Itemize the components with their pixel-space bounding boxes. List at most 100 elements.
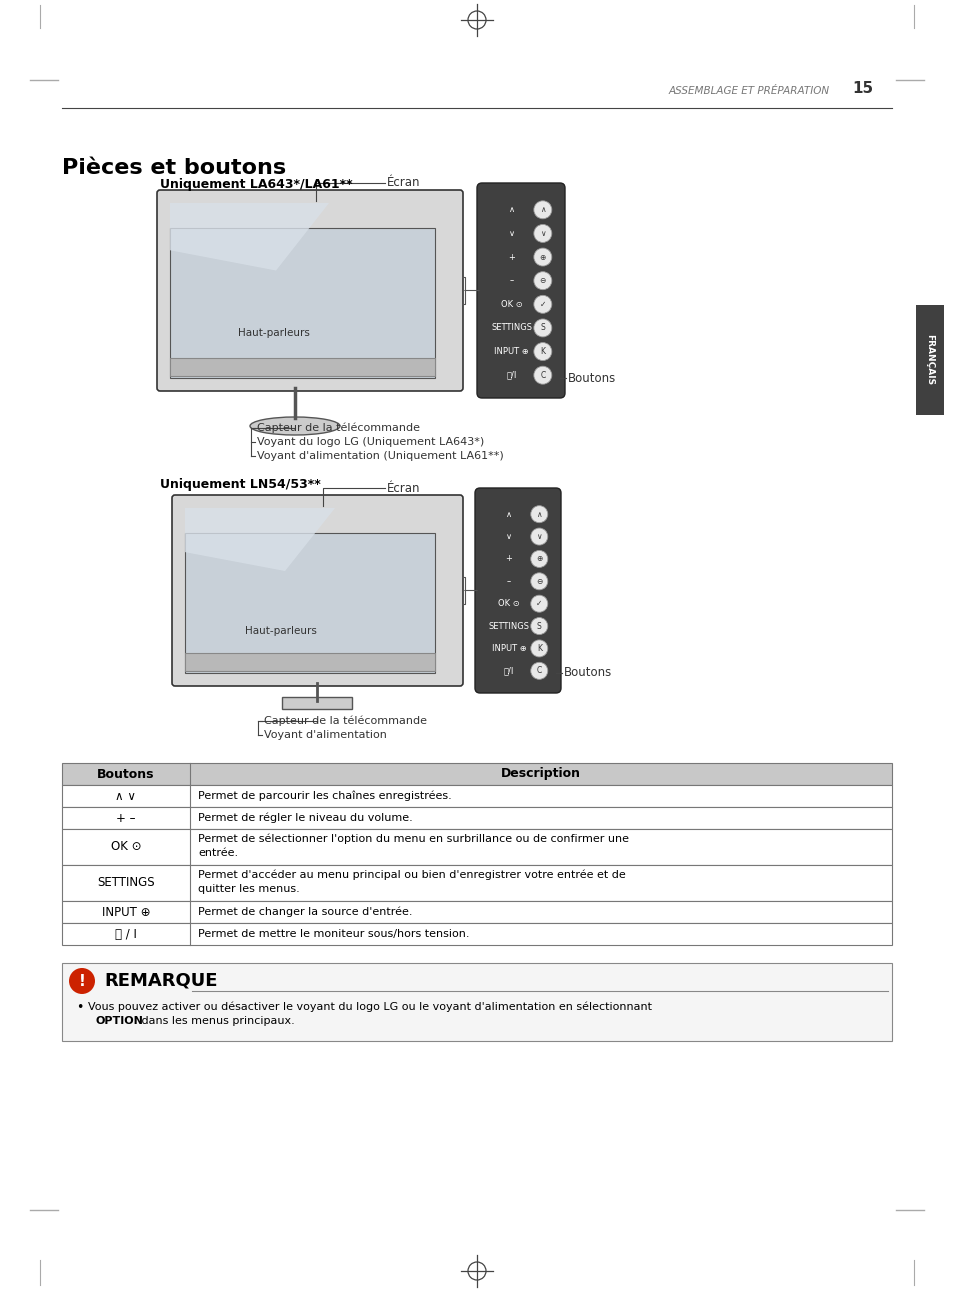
Circle shape <box>530 617 547 635</box>
Text: INPUT ⊕: INPUT ⊕ <box>491 644 526 653</box>
Text: +: + <box>508 253 515 262</box>
Text: Permet d'accéder au menu principal ou bien d'enregistrer votre entrée et de: Permet d'accéder au menu principal ou bi… <box>198 870 625 880</box>
Circle shape <box>530 595 547 612</box>
Bar <box>62 763 891 785</box>
Text: Permet de sélectionner l'option du menu en surbrillance ou de confirmer une: Permet de sélectionner l'option du menu … <box>198 834 628 844</box>
Text: Capteur de la télécommande: Capteur de la télécommande <box>256 422 419 434</box>
Text: ∨: ∨ <box>536 532 541 541</box>
Circle shape <box>534 248 551 266</box>
Text: Permet de régler le niveau du volume.: Permet de régler le niveau du volume. <box>198 813 413 824</box>
Text: ⏻/I: ⏻/I <box>506 371 517 380</box>
Bar <box>170 229 435 378</box>
Text: Boutons: Boutons <box>567 372 616 385</box>
Circle shape <box>534 342 551 360</box>
Text: INPUT ⊕: INPUT ⊕ <box>102 905 150 918</box>
Text: Écran: Écran <box>387 482 420 494</box>
Text: +: + <box>505 554 512 563</box>
FancyBboxPatch shape <box>157 190 462 391</box>
Text: K: K <box>539 347 545 356</box>
Text: ✓: ✓ <box>536 599 542 608</box>
Text: Boutons: Boutons <box>563 666 612 679</box>
Text: Vous pouvez activer ou désactiver le voyant du logo LG ou le voyant d'alimentati: Vous pouvez activer ou désactiver le voy… <box>88 1002 651 1012</box>
Circle shape <box>534 319 551 337</box>
Text: Uniquement LA643*/LA61**: Uniquement LA643*/LA61** <box>160 178 353 191</box>
Text: ∧: ∧ <box>508 205 515 214</box>
Text: OK ⊙: OK ⊙ <box>497 599 519 608</box>
Bar <box>62 923 891 945</box>
Polygon shape <box>185 507 335 571</box>
Text: K: K <box>537 644 541 653</box>
Text: –: – <box>509 276 514 285</box>
Circle shape <box>534 201 551 218</box>
Text: OPTION: OPTION <box>96 1016 144 1026</box>
Text: + –: + – <box>116 812 135 825</box>
Text: ∨: ∨ <box>539 229 545 238</box>
Text: Uniquement LN54/53**: Uniquement LN54/53** <box>160 478 320 491</box>
Text: SETTINGS: SETTINGS <box>488 621 529 630</box>
Bar <box>62 807 891 829</box>
Text: !: ! <box>78 973 86 989</box>
Text: FRANÇAIS: FRANÇAIS <box>924 334 934 386</box>
Text: entrée.: entrée. <box>198 848 238 859</box>
Text: S: S <box>540 324 545 333</box>
Text: Description: Description <box>500 768 580 781</box>
Bar <box>185 653 435 671</box>
Bar <box>282 697 352 709</box>
Circle shape <box>530 528 547 545</box>
Bar <box>62 829 891 865</box>
Text: S: S <box>537 621 541 630</box>
Circle shape <box>534 271 551 289</box>
Text: SETTINGS: SETTINGS <box>97 877 154 889</box>
Text: ⏻ / I: ⏻ / I <box>115 927 137 941</box>
Text: Voyant d'alimentation (Uniquement LA61**): Voyant d'alimentation (Uniquement LA61**… <box>256 451 503 461</box>
Circle shape <box>534 225 551 243</box>
Text: •: • <box>76 1001 83 1013</box>
Text: ∧ ∨: ∧ ∨ <box>115 790 136 803</box>
Text: OK ⊙: OK ⊙ <box>500 300 522 309</box>
Text: Haut-parleurs: Haut-parleurs <box>238 328 310 338</box>
Text: ⊖: ⊖ <box>536 577 542 586</box>
Text: ⊕: ⊕ <box>536 554 542 563</box>
Circle shape <box>530 640 547 657</box>
Text: REMARQUE: REMARQUE <box>104 972 217 990</box>
Bar <box>185 533 435 673</box>
Text: OK ⊙: OK ⊙ <box>111 840 141 853</box>
Text: –: – <box>506 577 511 586</box>
Text: 15: 15 <box>851 81 872 96</box>
FancyBboxPatch shape <box>172 494 462 686</box>
Text: Pièces et boutons: Pièces et boutons <box>62 158 286 178</box>
Text: ∧: ∧ <box>539 205 545 214</box>
Text: ⊖: ⊖ <box>539 276 545 285</box>
Text: Permet de changer la source d'entrée.: Permet de changer la source d'entrée. <box>198 906 412 917</box>
Text: quitter les menus.: quitter les menus. <box>198 884 299 893</box>
Text: ⏻/I: ⏻/I <box>503 666 514 675</box>
Text: C: C <box>539 371 545 380</box>
Text: Voyant du logo LG (Uniquement LA643*): Voyant du logo LG (Uniquement LA643*) <box>256 436 484 447</box>
Text: ASSEMBLAGE ET PRÉPARATION: ASSEMBLAGE ET PRÉPARATION <box>668 86 829 96</box>
Ellipse shape <box>250 417 339 435</box>
Text: ⊕: ⊕ <box>539 253 545 262</box>
Bar <box>170 358 435 376</box>
Text: ∨: ∨ <box>505 532 512 541</box>
Bar <box>62 785 891 807</box>
Text: Boutons: Boutons <box>97 768 154 781</box>
Circle shape <box>534 296 551 314</box>
Circle shape <box>69 968 95 994</box>
Text: Permet de mettre le moniteur sous/hors tension.: Permet de mettre le moniteur sous/hors t… <box>198 930 469 939</box>
Text: dans les menus principaux.: dans les menus principaux. <box>138 1016 294 1026</box>
Circle shape <box>534 367 551 385</box>
Bar <box>62 901 891 923</box>
Bar <box>915 305 943 414</box>
Text: Écran: Écran <box>387 177 420 190</box>
Text: ∧: ∧ <box>505 510 512 519</box>
Circle shape <box>530 550 547 568</box>
Text: Voyant d'alimentation: Voyant d'alimentation <box>264 729 387 740</box>
Circle shape <box>530 662 547 679</box>
Circle shape <box>530 573 547 590</box>
Text: ✓: ✓ <box>539 300 545 309</box>
Bar <box>62 865 891 901</box>
Text: Capteur de la télécommande: Capteur de la télécommande <box>264 715 427 727</box>
FancyBboxPatch shape <box>475 488 560 693</box>
Polygon shape <box>170 203 329 271</box>
Bar <box>62 963 891 1041</box>
